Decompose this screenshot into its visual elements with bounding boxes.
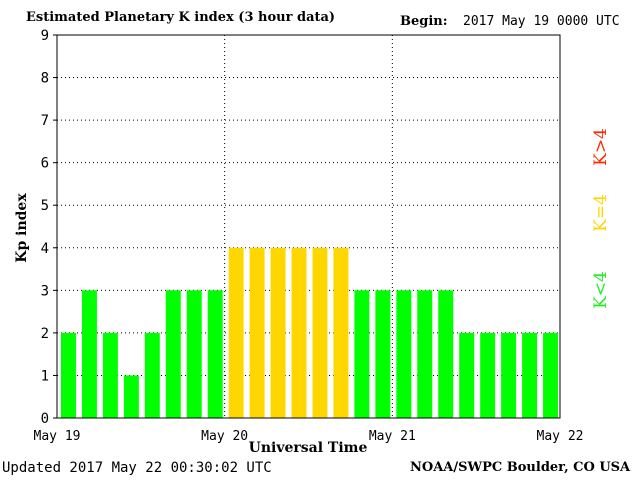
x-tick-label: May 20 xyxy=(201,429,248,444)
kp-bar xyxy=(291,247,307,418)
kp-bar xyxy=(102,332,118,418)
kp-bar xyxy=(543,332,558,418)
updated-timestamp: Updated 2017 May 22 00:30:02 UTC xyxy=(2,460,272,476)
kp-bar xyxy=(144,332,160,418)
y-tick-label: 2 xyxy=(41,326,49,342)
plot-frame xyxy=(56,34,561,419)
kp-bar xyxy=(354,290,370,418)
kp-bar xyxy=(333,247,349,418)
x-tick-label: May 19 xyxy=(34,429,81,444)
kp-bar xyxy=(522,332,538,418)
kp-bar xyxy=(123,375,139,418)
chart-title: Estimated Planetary K index (3 hour data… xyxy=(26,10,336,25)
y-tick-label: 6 xyxy=(41,156,49,172)
x-tick-label: May 22 xyxy=(537,429,584,444)
kp-bar xyxy=(438,290,454,418)
y-tick-label: 9 xyxy=(41,28,49,44)
y-tick-label: 8 xyxy=(41,71,49,87)
kp-bar xyxy=(186,290,202,418)
kp-bar xyxy=(165,290,181,418)
begin-label: Begin: xyxy=(400,14,448,29)
y-tick-label: 7 xyxy=(41,113,49,129)
kp-bar xyxy=(81,290,97,418)
kp-bar xyxy=(375,290,391,418)
y-tick-label: 4 xyxy=(41,241,49,257)
kp-bar xyxy=(61,332,76,418)
axis-layer: 0 1 2 3 4 5 6 7 8 9 May 19 May 20 May 21 May 22 xyxy=(34,28,584,444)
x-axis-label: Universal Time xyxy=(248,440,368,456)
bar-layer xyxy=(61,247,558,418)
kp-bar xyxy=(207,290,223,418)
y-tick-label: 5 xyxy=(41,198,49,214)
kp-bar xyxy=(249,247,265,418)
x-tick-label: May 21 xyxy=(369,429,416,444)
y-tick-label: 1 xyxy=(41,368,49,384)
y-tick-label: 0 xyxy=(41,411,49,427)
kp-bar xyxy=(501,332,517,418)
source-credit: NOAA/SWPC Boulder, CO USA xyxy=(410,460,631,475)
kp-bar xyxy=(312,247,328,418)
kp-bar xyxy=(480,332,496,418)
kp-bar xyxy=(270,247,286,418)
y-tick-label: 3 xyxy=(41,283,49,299)
kp-bar xyxy=(417,290,433,418)
kp-bar xyxy=(459,332,475,418)
kp-bar xyxy=(228,247,244,418)
kp-bar xyxy=(396,290,412,418)
begin-value: 2017 May 19 0000 UTC xyxy=(463,14,620,29)
